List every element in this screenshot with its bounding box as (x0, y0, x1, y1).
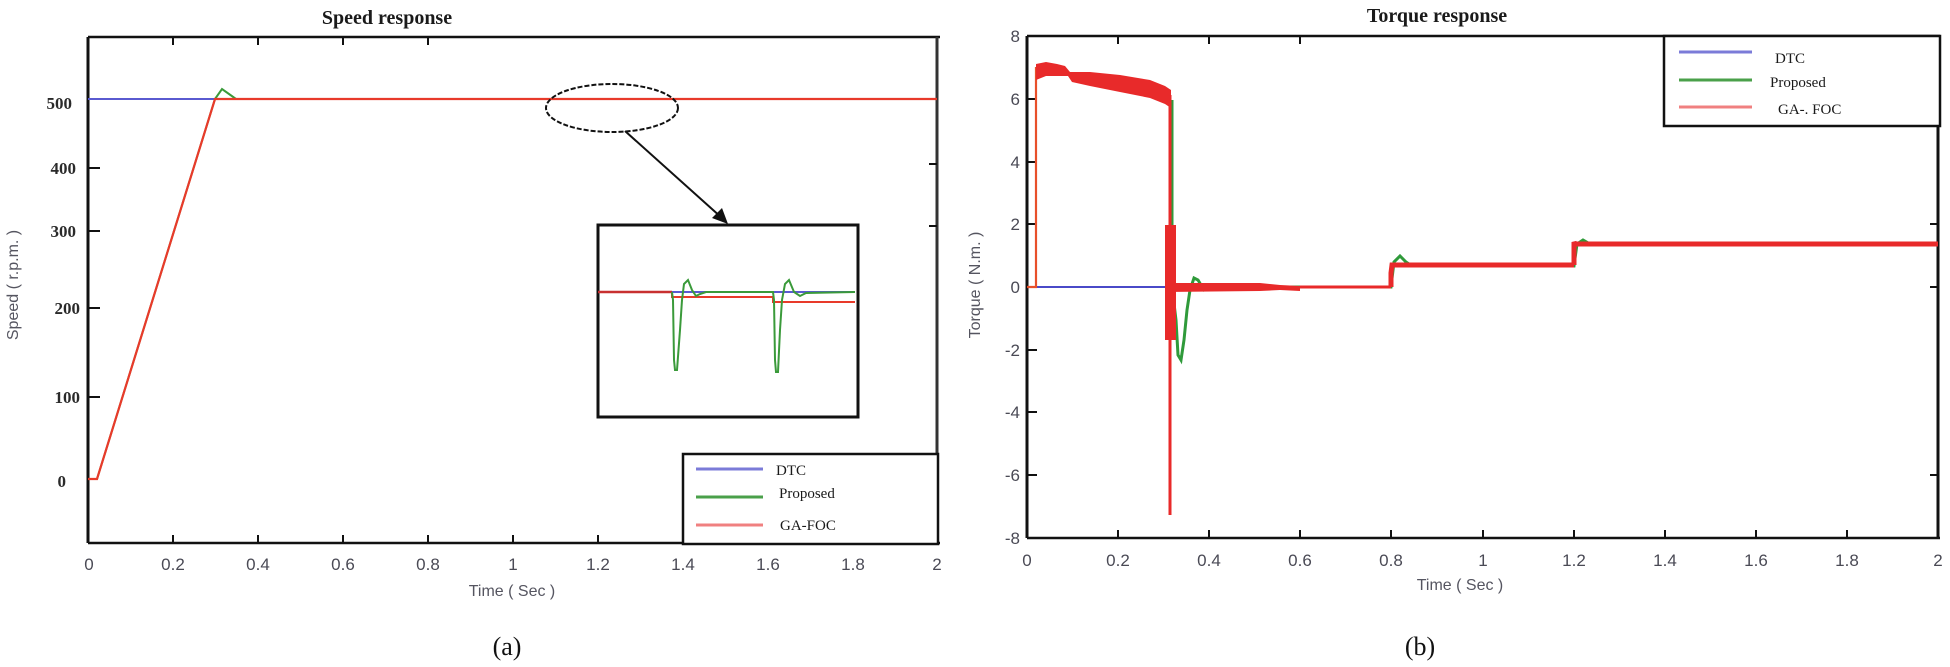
svg-text:0.4: 0.4 (1197, 551, 1221, 570)
svg-text:0.8: 0.8 (416, 555, 440, 574)
figure-caption: (b) (1405, 632, 1435, 661)
svg-text:-2: -2 (1005, 341, 1020, 360)
chart-title: Torque response (1367, 5, 1507, 27)
svg-text:300: 300 (51, 222, 77, 241)
svg-text:0.6: 0.6 (1288, 551, 1312, 570)
svg-text:200: 200 (55, 299, 81, 318)
svg-text:1: 1 (508, 555, 517, 574)
x-tick-labels: 0 0.2 0.4 0.6 0.8 1 1.2 1.4 1.6 1.8 2 (1022, 551, 1942, 570)
svg-text:0: 0 (58, 472, 67, 491)
legend-label-dtc: DTC (776, 463, 806, 479)
svg-text:-4: -4 (1005, 403, 1020, 422)
svg-text:1.4: 1.4 (1653, 551, 1677, 570)
legend-label-dtc: DTC (1775, 51, 1805, 67)
svg-text:1.2: 1.2 (586, 555, 610, 574)
svg-text:1.2: 1.2 (1562, 551, 1586, 570)
series-gafoc (1027, 62, 1938, 515)
legend: DTC Proposed GA-. FOC (1662, 34, 1942, 128)
svg-text:1.4: 1.4 (671, 555, 695, 574)
x-axis-label: Time ( Sec ) (469, 583, 556, 600)
plot-lines (1027, 62, 1938, 515)
svg-text:6: 6 (1011, 90, 1020, 109)
svg-text:-8: -8 (1005, 529, 1020, 548)
svg-text:2: 2 (932, 555, 941, 574)
svg-text:1.8: 1.8 (1835, 551, 1859, 570)
svg-text:2: 2 (1011, 215, 1020, 234)
chart-title: Speed response (322, 7, 452, 29)
svg-text:500: 500 (47, 94, 73, 113)
svg-text:0.4: 0.4 (246, 555, 270, 574)
svg-text:0: 0 (1022, 551, 1031, 570)
legend-label-proposed: Proposed (779, 486, 835, 502)
svg-text:1.8: 1.8 (841, 555, 865, 574)
x-tick-labels: 0 0.2 0.4 0.6 0.8 1 1.2 1.4 1.6 1.8 2 (84, 555, 941, 574)
zoom-annotation (545, 83, 728, 224)
svg-text:0: 0 (1011, 278, 1020, 297)
x-axis-label: Time ( Sec ) (1417, 577, 1504, 594)
y-tick-labels: -8 -6 -4 -2 0 2 4 6 8 (1005, 27, 1020, 548)
svg-text:100: 100 (55, 388, 81, 407)
legend-label-gafoc: GA-FOC (780, 518, 836, 534)
svg-text:0.8: 0.8 (1379, 551, 1403, 570)
arrowhead-icon (712, 208, 728, 224)
svg-text:400: 400 (51, 159, 77, 178)
torque-response-chart: Torque response 0 (967, 5, 1943, 661)
svg-text:0.6: 0.6 (331, 555, 355, 574)
speed-response-chart: Speed response (5, 7, 942, 661)
legend-label-gafoc: GA-. FOC (1778, 102, 1841, 118)
speed-response-figure: Speed response (0, 0, 960, 667)
svg-text:0.2: 0.2 (1106, 551, 1130, 570)
figure-caption: (a) (493, 632, 522, 661)
x-axis-ticks (1117, 36, 1848, 538)
svg-text:4: 4 (1011, 153, 1020, 172)
legend-label-proposed: Proposed (1770, 75, 1826, 91)
zoom-arrow (624, 130, 723, 219)
y-tick-labels: 0 100 200 300 400 500 (47, 94, 81, 491)
svg-text:1: 1 (1478, 551, 1487, 570)
y-axis-label: Speed ( r.p.m. ) (5, 230, 22, 340)
plot-lines (88, 87, 937, 481)
svg-text:0.2: 0.2 (161, 555, 185, 574)
svg-text:1.6: 1.6 (756, 555, 780, 574)
series-proposed (1170, 100, 1938, 365)
svg-text:2: 2 (1933, 551, 1942, 570)
inset-zoom-plot (596, 223, 860, 419)
svg-text:1.6: 1.6 (1744, 551, 1768, 570)
y-axis-label: Torque ( N.m. ) (967, 232, 984, 339)
torque-response-figure: Torque response 0 (960, 0, 1950, 667)
legend: DTC Proposed GA-FOC (681, 452, 940, 546)
svg-text:-6: -6 (1005, 466, 1020, 485)
svg-text:0: 0 (84, 555, 93, 574)
zoom-ellipse (545, 83, 679, 133)
series-gafoc (88, 97, 937, 481)
svg-text:8: 8 (1011, 27, 1020, 46)
